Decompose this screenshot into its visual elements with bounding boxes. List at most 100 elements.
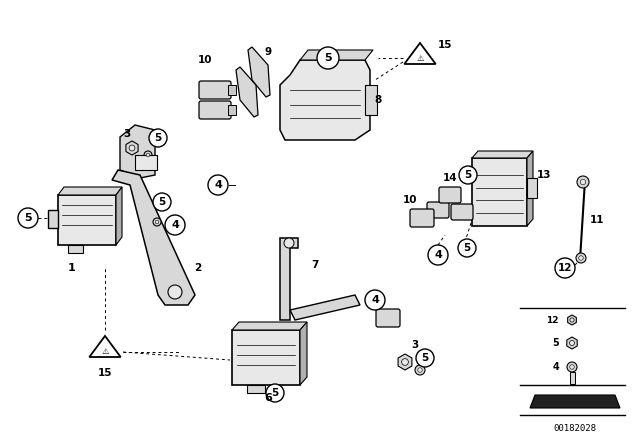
Circle shape (153, 193, 171, 211)
Bar (527, 178, 537, 198)
Bar (365, 85, 377, 115)
Text: 13: 13 (537, 170, 551, 180)
FancyBboxPatch shape (439, 187, 461, 203)
Polygon shape (300, 322, 307, 385)
Text: 3: 3 (124, 129, 131, 139)
Text: ⚠: ⚠ (416, 53, 424, 63)
Circle shape (580, 179, 586, 185)
Bar (247, 385, 265, 393)
Text: 4: 4 (552, 362, 559, 372)
Circle shape (576, 253, 586, 263)
Polygon shape (90, 336, 121, 357)
Text: 5: 5 (463, 243, 470, 253)
Polygon shape (567, 337, 577, 349)
Polygon shape (290, 295, 360, 320)
FancyBboxPatch shape (199, 101, 231, 119)
Polygon shape (248, 47, 270, 97)
Text: 4: 4 (371, 295, 379, 305)
Text: 15: 15 (98, 368, 112, 378)
FancyBboxPatch shape (376, 309, 400, 327)
Polygon shape (116, 187, 122, 245)
Polygon shape (404, 43, 436, 64)
FancyBboxPatch shape (199, 81, 231, 99)
Polygon shape (126, 141, 138, 155)
Bar (228, 105, 236, 115)
Text: 4: 4 (171, 220, 179, 230)
Circle shape (144, 151, 152, 159)
Text: 12: 12 (546, 315, 558, 324)
Bar (68, 245, 83, 253)
Text: 10: 10 (198, 55, 212, 65)
Polygon shape (232, 322, 307, 330)
Text: 5: 5 (24, 213, 32, 223)
Circle shape (165, 215, 185, 235)
Circle shape (153, 218, 161, 226)
Circle shape (459, 166, 477, 184)
Text: 5: 5 (158, 197, 166, 207)
Circle shape (428, 245, 448, 265)
Text: ⚠: ⚠ (101, 346, 109, 356)
FancyBboxPatch shape (451, 204, 473, 220)
Text: 6: 6 (264, 393, 272, 403)
Circle shape (570, 318, 574, 322)
Circle shape (579, 256, 583, 260)
Bar (472, 158, 527, 226)
Bar (232, 330, 300, 385)
Text: 12: 12 (557, 263, 572, 273)
Polygon shape (120, 125, 155, 178)
Circle shape (365, 290, 385, 310)
Circle shape (208, 175, 228, 195)
Circle shape (416, 349, 434, 367)
Text: 11: 11 (589, 215, 604, 225)
Text: 5: 5 (465, 170, 472, 180)
Bar (48, 210, 58, 228)
Text: 1: 1 (68, 263, 76, 273)
Polygon shape (472, 151, 533, 158)
Polygon shape (527, 151, 533, 226)
Text: 3: 3 (412, 340, 419, 350)
Polygon shape (236, 67, 258, 117)
Circle shape (18, 208, 38, 228)
Text: 7: 7 (311, 260, 319, 270)
Text: 5: 5 (154, 133, 162, 143)
Polygon shape (530, 395, 620, 408)
FancyBboxPatch shape (427, 202, 449, 218)
Circle shape (149, 129, 167, 147)
Circle shape (155, 220, 159, 224)
Text: 4: 4 (214, 180, 222, 190)
Text: 9: 9 (264, 47, 271, 57)
Circle shape (284, 238, 294, 248)
Text: 5: 5 (271, 388, 278, 398)
Text: 15: 15 (438, 40, 452, 50)
Text: 10: 10 (403, 195, 417, 205)
Text: 00182028: 00182028 (554, 423, 596, 432)
Polygon shape (300, 50, 373, 60)
Text: 5: 5 (324, 53, 332, 63)
Circle shape (567, 362, 577, 372)
Circle shape (317, 47, 339, 69)
Text: 5: 5 (552, 338, 559, 348)
Bar (228, 85, 236, 95)
Circle shape (577, 176, 589, 188)
Bar (570, 372, 575, 384)
Text: 8: 8 (374, 95, 381, 105)
Text: 14: 14 (443, 173, 458, 183)
Circle shape (266, 384, 284, 402)
Polygon shape (398, 354, 412, 370)
Polygon shape (58, 187, 122, 195)
Polygon shape (280, 238, 298, 320)
Circle shape (458, 239, 476, 257)
Circle shape (555, 258, 575, 278)
Circle shape (129, 145, 135, 151)
Circle shape (168, 285, 182, 299)
Polygon shape (568, 315, 577, 325)
Circle shape (570, 340, 575, 345)
Circle shape (146, 153, 150, 157)
Text: 4: 4 (434, 250, 442, 260)
Circle shape (402, 359, 408, 366)
Text: 2: 2 (195, 263, 202, 273)
Circle shape (418, 368, 422, 372)
Bar (135, 155, 157, 170)
Circle shape (415, 365, 425, 375)
Text: 5: 5 (421, 353, 429, 363)
